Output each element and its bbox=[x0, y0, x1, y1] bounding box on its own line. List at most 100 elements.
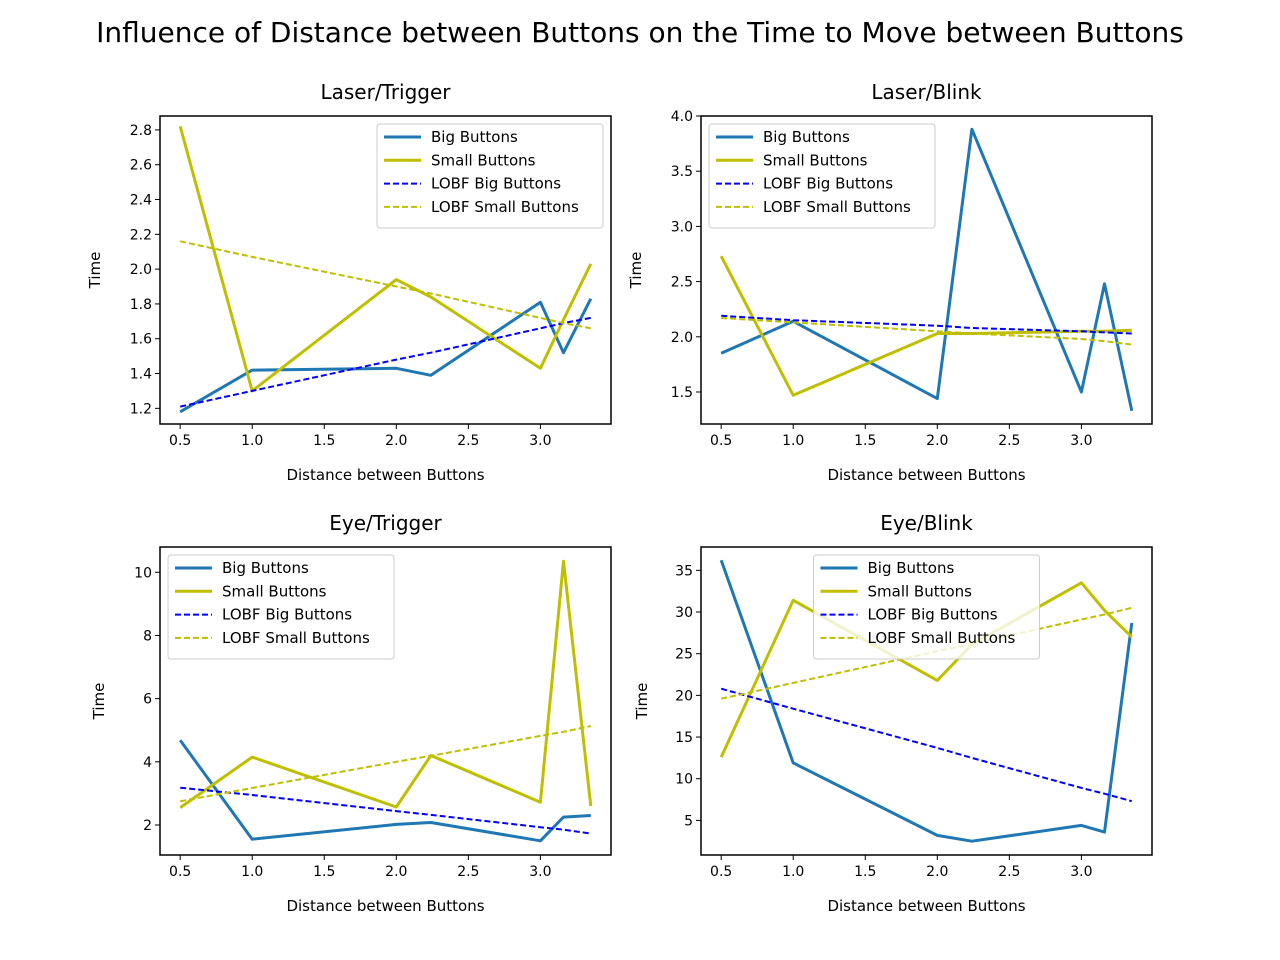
y-axis-label: Time bbox=[633, 683, 651, 721]
legend-frame bbox=[708, 123, 936, 229]
x-axis-label: Distance between Buttons bbox=[286, 466, 484, 484]
y-tick-label: 20 bbox=[675, 688, 693, 704]
x-tick-label: 1.0 bbox=[782, 864, 804, 880]
legend: Big Buttons Small Buttons LOBF Big Buttons… bbox=[376, 123, 604, 229]
series-line-small-buttons bbox=[719, 255, 1132, 397]
y-tick-label: 2.4 bbox=[130, 193, 152, 209]
axes-frame bbox=[159, 115, 612, 425]
x-tick-label: 1.5 bbox=[313, 864, 335, 880]
x-tick-label: 3.0 bbox=[529, 864, 551, 880]
y-tick-label: 8 bbox=[143, 628, 152, 644]
y-tick-label: 2.5 bbox=[671, 275, 693, 291]
y-tick-label: 4.0 bbox=[671, 109, 693, 125]
legend-label: Big Buttons bbox=[222, 559, 309, 577]
x-axis-label: Distance between Buttons bbox=[827, 466, 1025, 484]
legend-label: LOBF Big Buttons bbox=[431, 175, 561, 193]
y-tick-label: 1.5 bbox=[671, 385, 693, 401]
series-line-big-buttons bbox=[179, 298, 593, 414]
y-tick-label: 4 bbox=[143, 755, 152, 771]
legend-frame bbox=[167, 554, 395, 660]
x-tick-label: 2.5 bbox=[457, 433, 479, 449]
x-tick-label: 2.5 bbox=[457, 864, 479, 880]
legend: Big Buttons Small Buttons LOBF Big Buttons… bbox=[813, 554, 1040, 660]
axes-frame bbox=[159, 546, 612, 856]
legend-frame bbox=[813, 554, 1040, 660]
series-line-lobf-big-buttons bbox=[720, 687, 1133, 803]
legend-label: LOBF Small Buttons bbox=[431, 198, 579, 216]
subplot-1: Laser/Trigger 0.5 1.0 1.5 2.0 2.5 3.0 1.2 1.4 1.6… bbox=[86, 80, 612, 484]
legend-label: Small Buttons bbox=[222, 582, 327, 600]
legend: Big Buttons Small Buttons LOBF Big Buttons… bbox=[167, 554, 395, 660]
axes-frame bbox=[700, 115, 1153, 425]
x-tick-label: 2.0 bbox=[385, 433, 407, 449]
x-tick-label: 1.5 bbox=[854, 864, 876, 880]
x-tick-label: 3.0 bbox=[1070, 864, 1092, 880]
legend-label: LOBF Big Buttons bbox=[868, 606, 998, 624]
series-line-lobf-big-buttons bbox=[721, 314, 1132, 335]
x-tick-label: 2.0 bbox=[385, 864, 407, 880]
subplot-title: Laser/Trigger bbox=[320, 80, 451, 104]
x-tick-label: 2.0 bbox=[926, 864, 948, 880]
series-line-big-buttons bbox=[719, 559, 1134, 843]
subplot-4: Eye/Blink 0.5 1.0 1.5 2.0 2.5 3.0 5 10 15 20 25 30 35… bbox=[633, 511, 1153, 915]
x-tick-label: 0.5 bbox=[169, 864, 191, 880]
legend-label: LOBF Small Buttons bbox=[222, 629, 370, 647]
x-tick-label: 1.0 bbox=[241, 864, 263, 880]
subplot-2: Laser/Blink 0.5 1.0 1.5 2.0 2.5 3.0 1.5 2.0 2.5 3.… bbox=[627, 80, 1153, 484]
y-tick-label: 2.0 bbox=[130, 262, 152, 278]
y-tick-label: 2.0 bbox=[671, 330, 693, 346]
series-line-lobf-small-buttons bbox=[179, 240, 591, 330]
x-tick-label: 1.5 bbox=[313, 433, 335, 449]
y-tick-label: 30 bbox=[675, 605, 693, 621]
y-tick-label: 3.5 bbox=[671, 164, 693, 180]
y-tick-label: 2.6 bbox=[130, 158, 152, 174]
legend-label: Small Buttons bbox=[431, 151, 536, 169]
subplot-3: Eye/Trigger 0.5 1.0 1.5 2.0 2.5 3.0 2 4 6 8 10 Dista… bbox=[90, 511, 612, 915]
subplot-title: Laser/Blink bbox=[871, 80, 982, 104]
y-tick-label: 25 bbox=[675, 647, 693, 663]
y-tick-label: 2 bbox=[143, 818, 152, 834]
series-line-big-buttons bbox=[720, 127, 1134, 412]
legend-label: Big Buttons bbox=[763, 128, 850, 146]
legend: Big Buttons Small Buttons LOBF Big Buttons… bbox=[708, 123, 936, 229]
series-line-lobf-big-buttons bbox=[180, 786, 591, 835]
y-tick-label: 3.0 bbox=[671, 219, 693, 235]
x-tick-label: 2.0 bbox=[926, 433, 948, 449]
series-line-big-buttons bbox=[178, 739, 591, 843]
y-tick-label: 35 bbox=[675, 563, 693, 579]
y-tick-label: 15 bbox=[675, 730, 693, 746]
y-tick-label: 1.2 bbox=[130, 401, 152, 417]
y-tick-label: 2.2 bbox=[130, 227, 152, 243]
x-tick-label: 1.0 bbox=[782, 433, 804, 449]
legend-label: LOBF Small Buttons bbox=[763, 198, 911, 216]
y-axis-label: Time bbox=[86, 252, 104, 290]
legend-frame bbox=[376, 123, 604, 229]
x-tick-label: 0.5 bbox=[169, 433, 191, 449]
x-tick-label: 3.0 bbox=[1070, 433, 1092, 449]
legend-label: LOBF Small Buttons bbox=[868, 629, 1016, 647]
subplot-title: Eye/Blink bbox=[880, 511, 973, 535]
series-line-lobf-small-buttons bbox=[721, 317, 1132, 346]
legend-label: LOBF Big Buttons bbox=[222, 606, 352, 624]
y-tick-label: 6 bbox=[143, 692, 152, 708]
y-tick-label: 1.6 bbox=[130, 332, 152, 348]
x-tick-label: 2.5 bbox=[998, 433, 1020, 449]
legend-label: LOBF Big Buttons bbox=[763, 175, 893, 193]
legend-label: Big Buttons bbox=[431, 128, 518, 146]
x-axis-label: Distance between Buttons bbox=[827, 897, 1025, 915]
legend-label: Small Buttons bbox=[868, 582, 973, 600]
x-tick-label: 3.0 bbox=[529, 433, 551, 449]
series-line-lobf-small-buttons bbox=[180, 725, 592, 803]
y-tick-label: 1.4 bbox=[130, 367, 152, 383]
y-axis-label: Time bbox=[627, 252, 645, 290]
x-tick-label: 0.5 bbox=[710, 864, 732, 880]
legend-label: Big Buttons bbox=[868, 559, 955, 577]
legend-label: Small Buttons bbox=[763, 151, 868, 169]
x-tick-label: 1.5 bbox=[854, 433, 876, 449]
y-tick-label: 5 bbox=[684, 813, 693, 829]
x-tick-label: 0.5 bbox=[710, 433, 732, 449]
y-tick-label: 1.8 bbox=[130, 297, 152, 313]
y-tick-label: 2.8 bbox=[130, 123, 152, 139]
y-tick-label: 10 bbox=[134, 565, 152, 581]
